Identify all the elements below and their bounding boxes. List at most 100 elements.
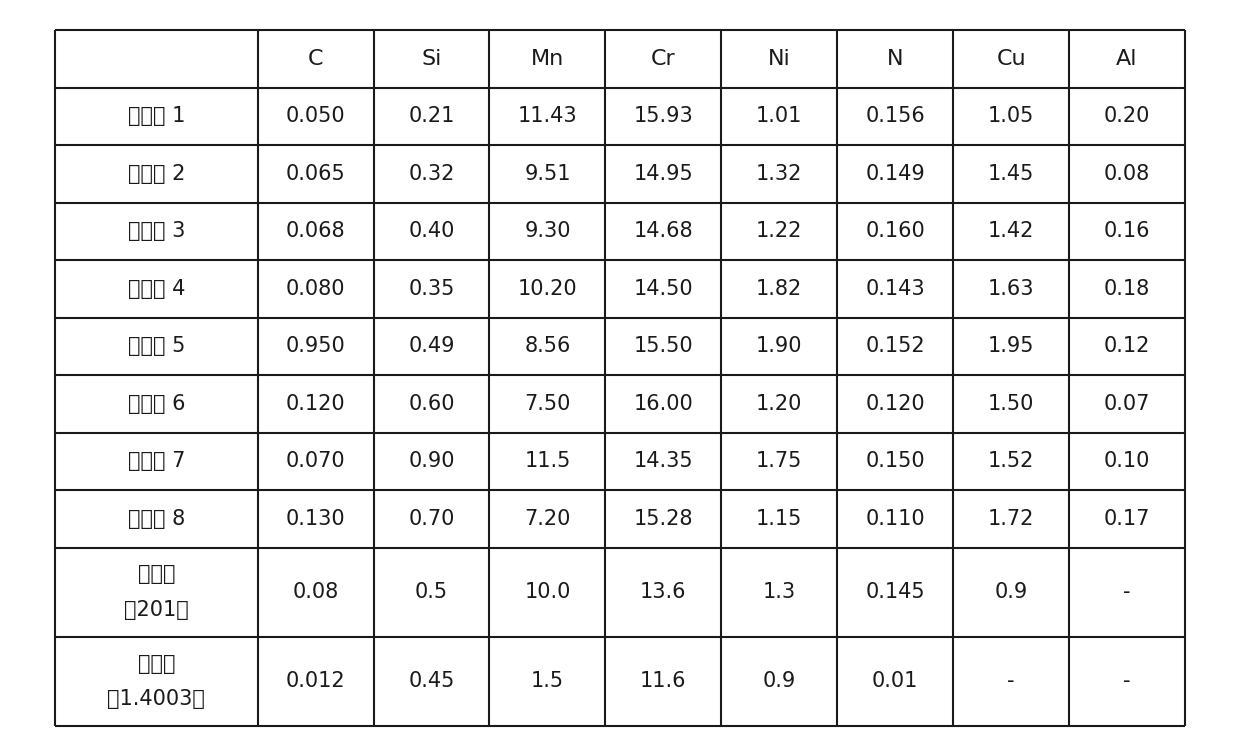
Text: 14.95: 14.95: [634, 164, 693, 184]
Text: 0.160: 0.160: [866, 222, 925, 241]
Text: 0.49: 0.49: [408, 336, 455, 356]
Text: -: -: [1007, 671, 1014, 692]
Text: 1.75: 1.75: [756, 451, 802, 472]
Text: 0.120: 0.120: [285, 394, 346, 414]
Text: 实施例 3: 实施例 3: [128, 222, 185, 241]
Text: 1.42: 1.42: [988, 222, 1034, 241]
Text: 1.15: 1.15: [756, 509, 802, 529]
Text: 实施例 4: 实施例 4: [128, 279, 185, 299]
Text: 1.72: 1.72: [988, 509, 1034, 529]
Text: 0.45: 0.45: [408, 671, 455, 692]
Text: 0.145: 0.145: [866, 582, 925, 603]
Text: 0.16: 0.16: [1104, 222, 1151, 241]
Text: 7.50: 7.50: [525, 394, 570, 414]
Text: 0.08: 0.08: [1104, 164, 1151, 184]
Text: 0.9: 0.9: [994, 582, 1028, 603]
Text: 0.152: 0.152: [866, 336, 925, 356]
Text: Cu: Cu: [996, 48, 1025, 69]
Text: 15.93: 15.93: [634, 107, 693, 126]
Text: 1.3: 1.3: [763, 582, 796, 603]
Text: 11.5: 11.5: [525, 451, 570, 472]
Text: 对比例: 对比例: [138, 565, 175, 584]
Text: 11.6: 11.6: [640, 671, 687, 692]
Text: 9.30: 9.30: [525, 222, 570, 241]
Text: 1.95: 1.95: [988, 336, 1034, 356]
Text: 0.70: 0.70: [408, 509, 455, 529]
Text: 0.150: 0.150: [866, 451, 925, 472]
Text: 0.17: 0.17: [1104, 509, 1151, 529]
Text: 实施例 5: 实施例 5: [128, 336, 185, 356]
Text: 1.82: 1.82: [756, 279, 802, 299]
Text: 0.01: 0.01: [872, 671, 919, 692]
Text: 0.18: 0.18: [1104, 279, 1151, 299]
Text: 0.10: 0.10: [1104, 451, 1151, 472]
Text: 9.51: 9.51: [525, 164, 570, 184]
Text: 14.68: 14.68: [634, 222, 693, 241]
Text: 0.07: 0.07: [1104, 394, 1151, 414]
Text: 0.068: 0.068: [285, 222, 346, 241]
Text: 15.50: 15.50: [634, 336, 693, 356]
Text: 对比例: 对比例: [138, 654, 175, 674]
Text: 1.5: 1.5: [531, 671, 564, 692]
Text: 13.6: 13.6: [640, 582, 687, 603]
Text: 1.22: 1.22: [756, 222, 802, 241]
Text: 实施例 2: 实施例 2: [128, 164, 185, 184]
Text: 0.110: 0.110: [866, 509, 925, 529]
Text: 0.60: 0.60: [408, 394, 455, 414]
Text: 11.43: 11.43: [517, 107, 577, 126]
Text: 0.950: 0.950: [285, 336, 346, 356]
Text: 1.01: 1.01: [756, 107, 802, 126]
Text: 0.012: 0.012: [285, 671, 346, 692]
Text: 实施例 7: 实施例 7: [128, 451, 185, 472]
Text: 0.08: 0.08: [293, 582, 339, 603]
Text: 0.130: 0.130: [285, 509, 346, 529]
Text: 10.0: 10.0: [525, 582, 570, 603]
Text: 1.20: 1.20: [756, 394, 802, 414]
Text: 1.50: 1.50: [988, 394, 1034, 414]
Text: 1.52: 1.52: [988, 451, 1034, 472]
Text: （201）: （201）: [124, 600, 188, 620]
Text: Si: Si: [422, 48, 441, 69]
Text: 1.63: 1.63: [988, 279, 1034, 299]
Text: C: C: [308, 48, 324, 69]
Text: 实施例 8: 实施例 8: [128, 509, 185, 529]
Text: 10.20: 10.20: [517, 279, 577, 299]
Text: 0.9: 0.9: [763, 671, 796, 692]
Text: 0.070: 0.070: [285, 451, 346, 472]
Text: 0.143: 0.143: [866, 279, 925, 299]
Text: 16.00: 16.00: [634, 394, 693, 414]
Text: 0.5: 0.5: [415, 582, 448, 603]
Text: 1.32: 1.32: [756, 164, 802, 184]
Text: 0.21: 0.21: [408, 107, 455, 126]
Text: 0.20: 0.20: [1104, 107, 1151, 126]
Text: 0.35: 0.35: [408, 279, 455, 299]
Text: 实施例 1: 实施例 1: [128, 107, 185, 126]
Text: 0.40: 0.40: [408, 222, 455, 241]
Text: -: -: [1123, 671, 1131, 692]
Text: （1.4003）: （1.4003）: [108, 689, 206, 709]
Text: Ni: Ni: [768, 48, 791, 69]
Text: -: -: [1123, 582, 1131, 603]
Text: Al: Al: [1116, 48, 1138, 69]
Text: N: N: [887, 48, 904, 69]
Text: 1.05: 1.05: [988, 107, 1034, 126]
Text: 0.120: 0.120: [866, 394, 925, 414]
Text: Cr: Cr: [651, 48, 676, 69]
Text: 15.28: 15.28: [634, 509, 693, 529]
Text: 8.56: 8.56: [525, 336, 570, 356]
Text: 0.149: 0.149: [866, 164, 925, 184]
Text: 实施例 6: 实施例 6: [128, 394, 185, 414]
Text: 0.32: 0.32: [408, 164, 455, 184]
Text: 1.45: 1.45: [988, 164, 1034, 184]
Text: 0.065: 0.065: [285, 164, 346, 184]
Text: 0.90: 0.90: [408, 451, 455, 472]
Text: 0.156: 0.156: [866, 107, 925, 126]
Text: 14.35: 14.35: [634, 451, 693, 472]
Text: Mn: Mn: [531, 48, 564, 69]
Text: 1.90: 1.90: [756, 336, 802, 356]
Text: 0.080: 0.080: [285, 279, 345, 299]
Text: 7.20: 7.20: [525, 509, 570, 529]
Text: 14.50: 14.50: [634, 279, 693, 299]
Text: 0.12: 0.12: [1104, 336, 1151, 356]
Text: 0.050: 0.050: [285, 107, 346, 126]
